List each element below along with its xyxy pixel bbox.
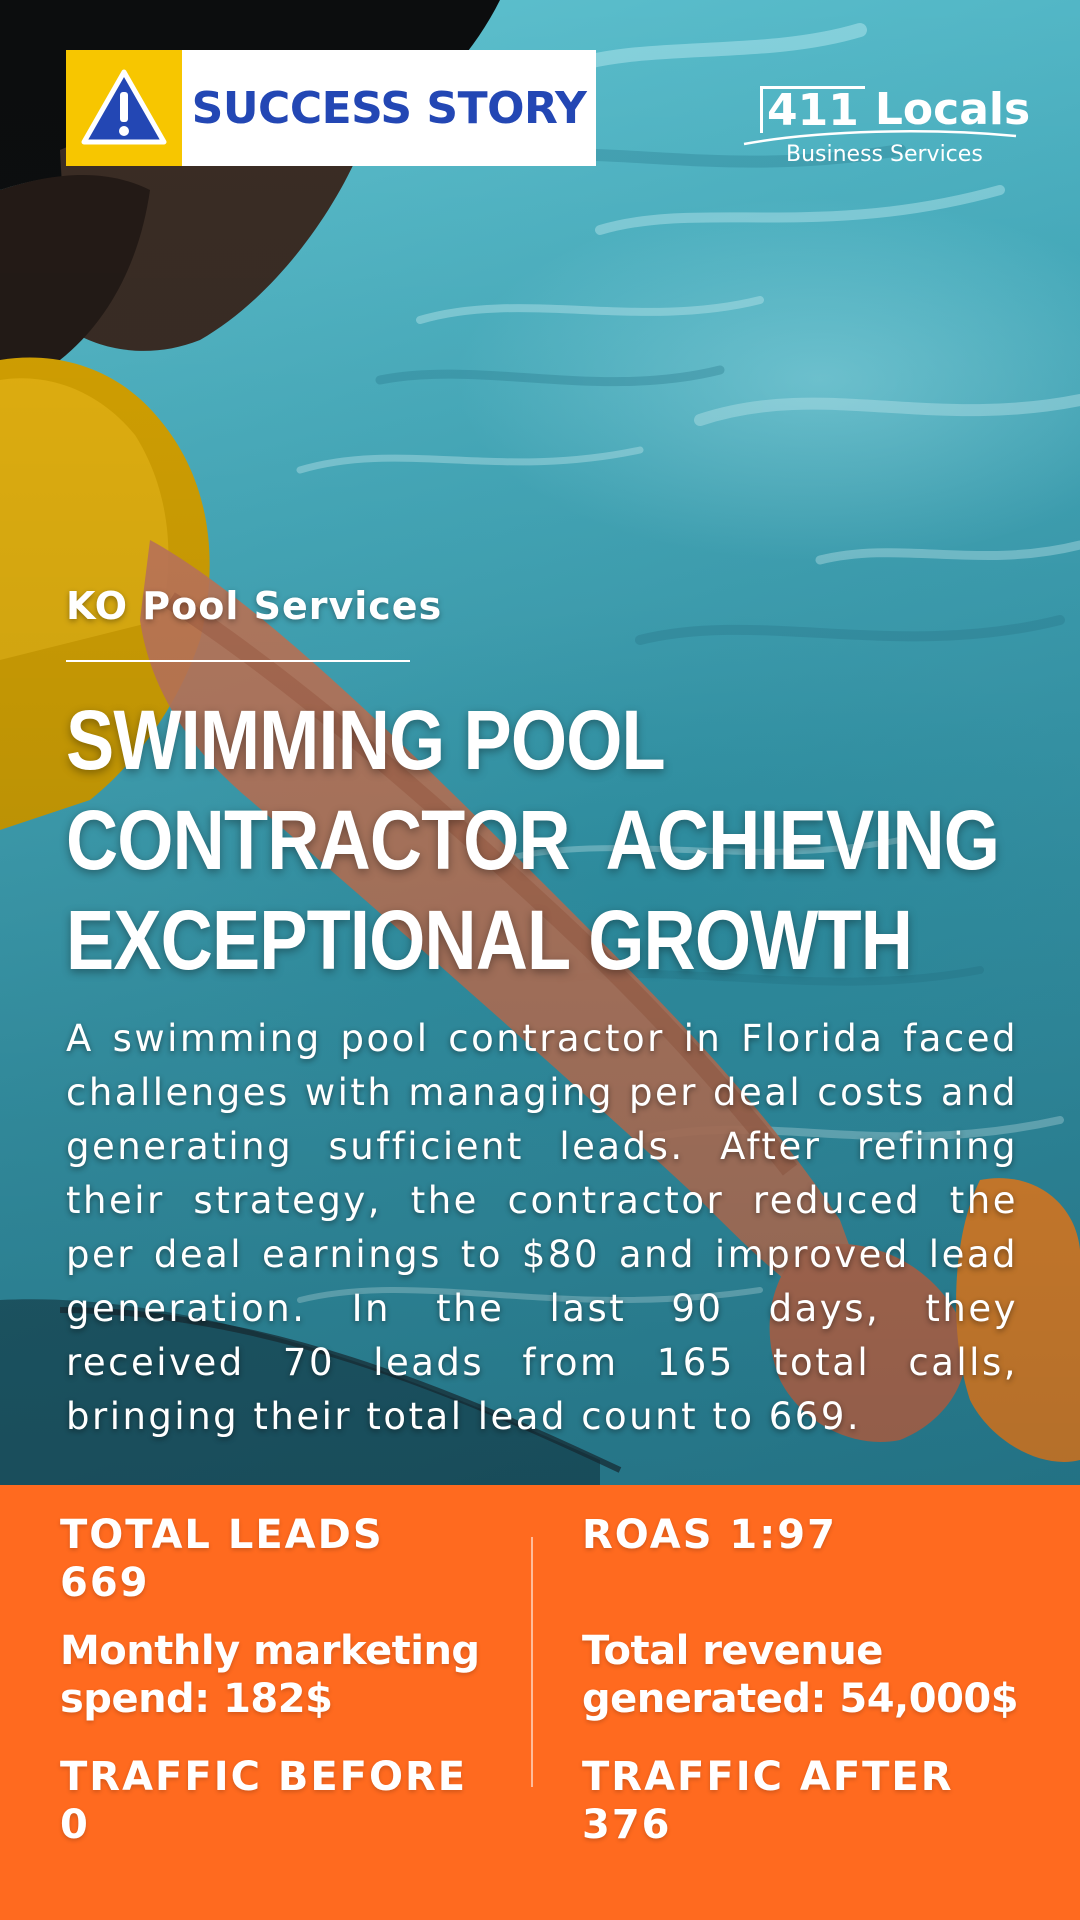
stat-label: ROAS 1:97 bbox=[582, 1512, 837, 1558]
stat-line: Monthly marketing bbox=[60, 1628, 480, 1674]
stat-label: TRAFFIC BEFORE bbox=[60, 1754, 468, 1800]
stat-traffic-before: TRAFFIC BEFORE 0 bbox=[60, 1753, 467, 1849]
badge-label: SUCCESS STORY bbox=[191, 82, 587, 134]
logo-subtitle: Business Services bbox=[786, 142, 983, 167]
company-name: KO Pool Services bbox=[66, 584, 443, 628]
company-divider bbox=[66, 660, 410, 662]
stat-value: 376 bbox=[582, 1802, 672, 1848]
headline-line: EXCEPTIONAL GROWTH bbox=[66, 893, 913, 987]
stat-value: 669 bbox=[60, 1560, 150, 1606]
stat-total-revenue: Total revenue generated: 54,000$ bbox=[582, 1627, 1019, 1723]
headline-line: CONTRACTOR ACHIEVING bbox=[66, 793, 1000, 887]
headline: SWIMMING POOL CONTRACTOR ACHIEVING EXCEP… bbox=[66, 690, 1000, 990]
success-story-badge: SUCCESS STORY bbox=[66, 50, 596, 166]
stat-line: Total revenue bbox=[582, 1628, 883, 1674]
stat-line: generated: 54,000$ bbox=[582, 1676, 1019, 1722]
stat-line: spend: 182$ bbox=[60, 1676, 333, 1722]
story-description: A swimming pool contractor in Florida fa… bbox=[66, 1017, 1018, 1438]
stat-traffic-after: TRAFFIC AFTER 376 bbox=[582, 1753, 954, 1849]
stat-total-leads: TOTAL LEADS 669 bbox=[60, 1511, 384, 1607]
headline-line: SWIMMING POOL bbox=[66, 693, 666, 787]
stat-monthly-spend: Monthly marketing spend: 182$ bbox=[60, 1627, 480, 1723]
warning-icon bbox=[81, 69, 167, 145]
stats-divider bbox=[531, 1537, 533, 1787]
logo-number: 411 bbox=[760, 86, 865, 133]
logo-wordmark: 411 Locals bbox=[760, 86, 1030, 133]
badge-icon-box bbox=[66, 50, 182, 166]
logo-swoosh-icon bbox=[743, 130, 1017, 146]
411-locals-logo: 411 Locals Business Services bbox=[740, 86, 1030, 176]
stats-panel: TOTAL LEADS 669 ROAS 1:97 Monthly market… bbox=[0, 1485, 1080, 1920]
hero-shade-overlay bbox=[0, 0, 1080, 1485]
pool-scene-illustration bbox=[0, 0, 1080, 1485]
logo-word: Locals bbox=[874, 83, 1031, 135]
stat-roas: ROAS 1:97 bbox=[582, 1511, 837, 1559]
hero-background-photo bbox=[0, 0, 1080, 1485]
stat-value: 0 bbox=[60, 1802, 90, 1848]
stat-label: TOTAL LEADS bbox=[60, 1512, 384, 1558]
stat-label: TRAFFIC AFTER bbox=[582, 1754, 954, 1800]
